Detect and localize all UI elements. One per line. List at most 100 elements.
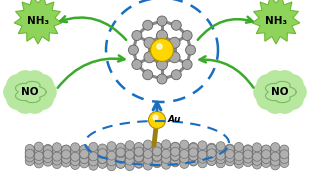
Circle shape (98, 155, 107, 164)
Circle shape (171, 152, 180, 161)
Circle shape (116, 144, 125, 153)
Circle shape (171, 153, 180, 162)
Circle shape (252, 143, 262, 152)
Circle shape (153, 153, 161, 162)
Circle shape (52, 150, 62, 159)
Circle shape (62, 153, 71, 162)
Circle shape (281, 74, 304, 97)
Circle shape (153, 147, 161, 156)
Circle shape (116, 154, 125, 163)
Circle shape (89, 161, 98, 170)
Circle shape (134, 154, 143, 163)
Circle shape (80, 150, 89, 159)
Circle shape (153, 153, 161, 162)
Circle shape (234, 143, 243, 151)
Circle shape (34, 81, 57, 103)
Circle shape (134, 148, 143, 157)
Circle shape (25, 144, 34, 153)
Circle shape (225, 156, 234, 165)
Circle shape (280, 159, 289, 167)
Circle shape (116, 159, 125, 168)
Circle shape (198, 159, 207, 168)
Circle shape (189, 152, 198, 161)
Circle shape (162, 160, 171, 169)
Circle shape (243, 149, 252, 158)
Circle shape (171, 143, 180, 151)
Circle shape (34, 152, 43, 160)
Circle shape (62, 157, 71, 166)
Circle shape (252, 152, 262, 161)
Circle shape (116, 155, 125, 163)
Circle shape (71, 152, 80, 161)
Circle shape (207, 152, 216, 161)
Circle shape (207, 147, 216, 156)
Circle shape (216, 145, 225, 154)
Circle shape (125, 150, 134, 159)
Circle shape (234, 152, 243, 161)
Circle shape (198, 141, 207, 150)
Circle shape (280, 145, 289, 154)
Circle shape (43, 148, 52, 157)
Circle shape (284, 81, 307, 103)
Polygon shape (252, 0, 300, 44)
Circle shape (262, 149, 271, 158)
Circle shape (171, 152, 180, 161)
Text: NO: NO (271, 87, 289, 97)
Circle shape (34, 146, 43, 155)
Circle shape (280, 150, 289, 159)
Circle shape (43, 144, 52, 153)
Circle shape (43, 153, 52, 161)
Circle shape (98, 150, 107, 159)
Circle shape (25, 156, 34, 166)
Circle shape (98, 154, 107, 163)
Circle shape (153, 159, 161, 168)
Circle shape (156, 30, 167, 41)
Text: NO: NO (21, 87, 39, 97)
Circle shape (262, 150, 271, 159)
Circle shape (134, 155, 143, 163)
Circle shape (23, 91, 46, 114)
Circle shape (43, 145, 52, 154)
Circle shape (189, 156, 198, 165)
Circle shape (182, 30, 192, 40)
Circle shape (125, 152, 134, 161)
Circle shape (80, 145, 89, 154)
Circle shape (171, 157, 180, 166)
Circle shape (256, 87, 279, 110)
Circle shape (62, 150, 71, 159)
Circle shape (216, 142, 225, 151)
Circle shape (62, 153, 71, 161)
Circle shape (225, 153, 234, 162)
Circle shape (157, 74, 167, 84)
Circle shape (243, 145, 252, 154)
Circle shape (143, 146, 152, 155)
Circle shape (171, 147, 180, 156)
Circle shape (62, 145, 71, 154)
Circle shape (262, 154, 271, 163)
Circle shape (216, 159, 225, 168)
Circle shape (225, 148, 234, 157)
Circle shape (31, 74, 54, 97)
Circle shape (207, 156, 216, 165)
Circle shape (80, 155, 89, 164)
Circle shape (153, 142, 161, 151)
Circle shape (169, 37, 180, 48)
Circle shape (189, 147, 198, 156)
Circle shape (180, 159, 189, 168)
Circle shape (180, 154, 189, 163)
Circle shape (207, 148, 216, 157)
Circle shape (253, 81, 276, 103)
Circle shape (89, 142, 98, 151)
Circle shape (80, 158, 89, 167)
Circle shape (98, 144, 107, 153)
Circle shape (25, 149, 34, 158)
Circle shape (225, 152, 234, 161)
Circle shape (34, 159, 43, 168)
Circle shape (71, 157, 80, 166)
Circle shape (80, 149, 89, 159)
Circle shape (189, 147, 198, 156)
Circle shape (71, 160, 80, 169)
Circle shape (143, 155, 152, 164)
Circle shape (71, 143, 80, 152)
Circle shape (43, 149, 52, 158)
